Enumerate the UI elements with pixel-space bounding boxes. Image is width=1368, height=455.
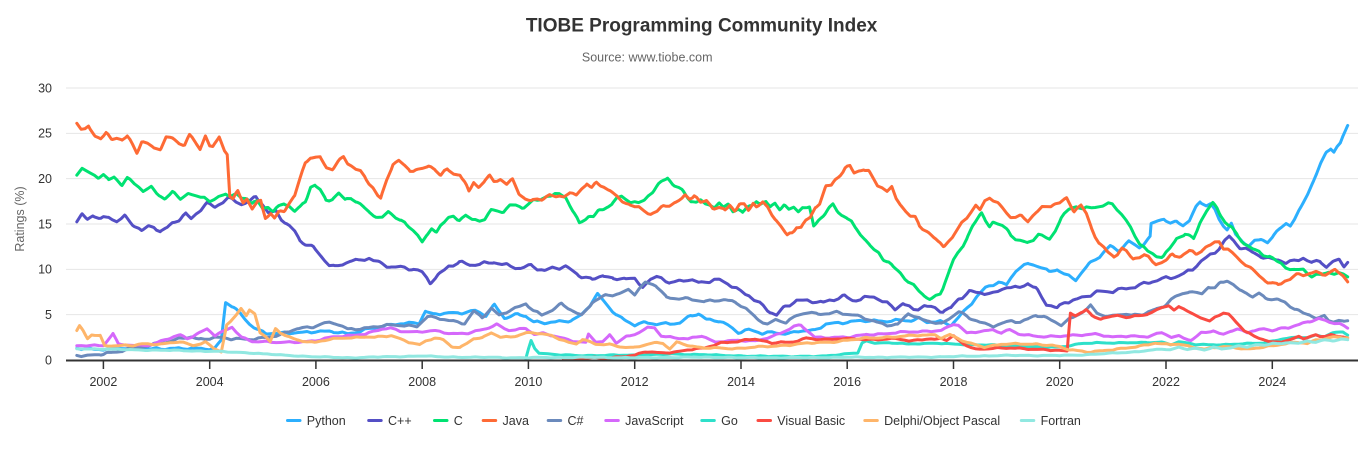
svg-text:2024: 2024 <box>1258 375 1286 389</box>
svg-text:Java: Java <box>503 414 529 428</box>
svg-text:2004: 2004 <box>196 375 224 389</box>
svg-text:Ratings (%): Ratings (%) <box>13 186 27 251</box>
svg-text:10: 10 <box>38 263 52 277</box>
svg-text:0: 0 <box>45 353 52 367</box>
svg-text:C++: C++ <box>388 414 412 428</box>
svg-text:TIOBE Programming Community In: TIOBE Programming Community Index <box>526 16 878 37</box>
svg-text:Source: www.tiobe.com: Source: www.tiobe.com <box>582 51 713 65</box>
svg-text:25: 25 <box>38 127 52 141</box>
svg-text:C: C <box>454 414 463 428</box>
svg-text:JavaScript: JavaScript <box>625 414 684 428</box>
svg-text:2002: 2002 <box>89 375 117 389</box>
svg-text:5: 5 <box>45 308 52 322</box>
svg-text:2018: 2018 <box>940 375 968 389</box>
svg-text:2010: 2010 <box>514 375 542 389</box>
svg-text:20: 20 <box>38 172 52 186</box>
svg-text:2016: 2016 <box>833 375 861 389</box>
svg-text:Python: Python <box>307 414 346 428</box>
svg-text:Delphi/Object Pascal: Delphi/Object Pascal <box>884 414 1000 428</box>
svg-text:2020: 2020 <box>1046 375 1074 389</box>
svg-text:Visual Basic: Visual Basic <box>777 414 845 428</box>
svg-text:2008: 2008 <box>408 375 436 389</box>
svg-text:Go: Go <box>721 414 738 428</box>
svg-text:2012: 2012 <box>621 375 649 389</box>
svg-text:2014: 2014 <box>727 375 755 389</box>
svg-text:2006: 2006 <box>302 375 330 389</box>
svg-text:Fortran: Fortran <box>1041 414 1081 428</box>
svg-text:C#: C# <box>568 414 584 428</box>
svg-text:15: 15 <box>38 217 52 231</box>
svg-text:2022: 2022 <box>1152 375 1180 389</box>
svg-text:30: 30 <box>38 81 52 95</box>
